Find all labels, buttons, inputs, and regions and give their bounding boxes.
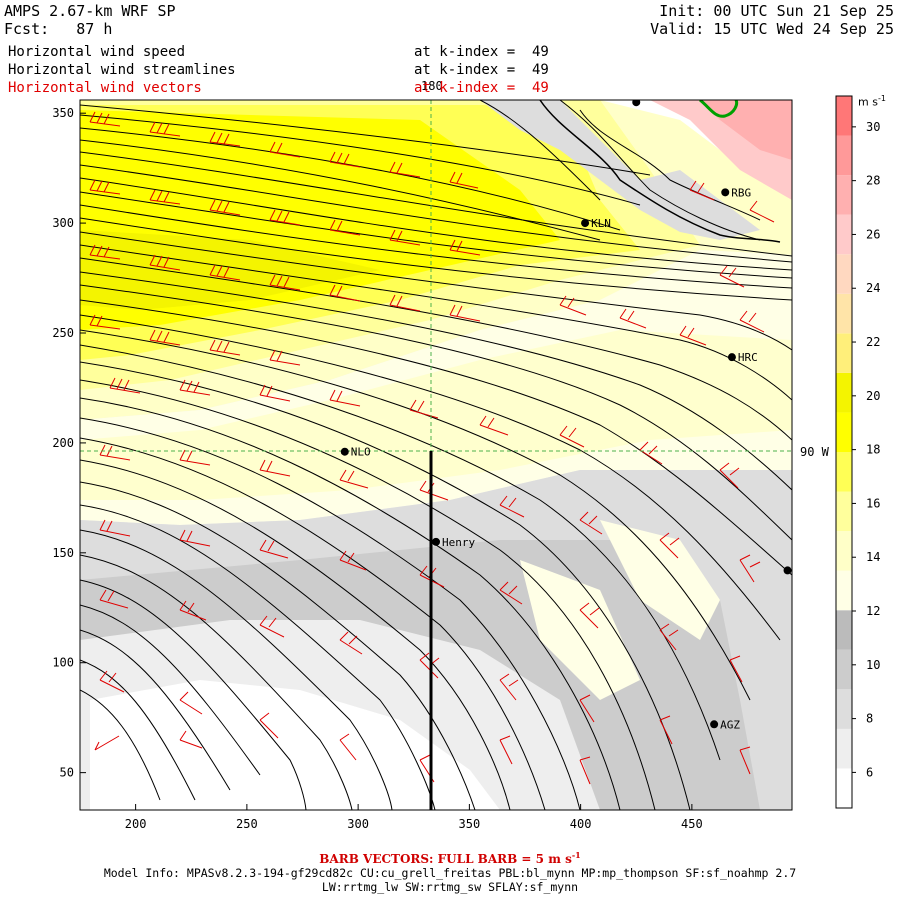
y-tick-label: 200 <box>52 436 74 450</box>
colorbar-swatch <box>836 649 852 690</box>
colorbar-swatch <box>836 214 852 255</box>
y-tick-label: 300 <box>52 216 74 230</box>
station-marker <box>721 188 730 197</box>
station-label: NLO <box>351 446 371 459</box>
meridian-label: 180 <box>421 79 443 93</box>
station-marker <box>710 720 719 729</box>
station-label: RBG <box>731 186 751 199</box>
field-level-3: at k-index = 49 <box>414 80 549 96</box>
colorbar-frame <box>835 95 853 809</box>
y-tick-label: 100 <box>52 656 74 670</box>
colorbar-swatch <box>836 491 852 532</box>
x-tick-label: 250 <box>236 817 258 831</box>
colorbar-swatch <box>836 372 852 413</box>
init-time: Init: 00 UTC Sun 21 Sep 25 <box>659 2 894 20</box>
colorbar-swatch <box>836 135 852 176</box>
y-axis: 50 100 150 200 250 300 350 <box>52 106 86 780</box>
colorbar-swatch <box>836 610 852 650</box>
x-tick-label: 200 <box>125 817 147 831</box>
y-tick-label: 150 <box>52 546 74 560</box>
colorbar-label: 26 <box>866 227 880 241</box>
colorbar-label: 24 <box>866 281 880 295</box>
parallel-label: 90 W <box>800 445 830 459</box>
station-label: HRC <box>738 351 758 364</box>
y-tick-label: 50 <box>60 766 74 780</box>
colorbar-label: 8 <box>866 712 873 726</box>
forecast-hour: Fcst: 87 h <box>4 20 113 38</box>
x-tick-label: 300 <box>347 817 369 831</box>
station-marker <box>581 219 590 228</box>
colorbar-unit: m s-1 <box>858 94 886 109</box>
model-title: AMPS 2.67-km WRF SP <box>4 2 176 20</box>
station-label: KLN <box>591 217 611 230</box>
y-tick-label: 350 <box>52 106 74 120</box>
station-marker <box>727 353 736 362</box>
colorbar-label: 16 <box>866 496 880 510</box>
model-info-physics: LW:rrtmg_lw SW:rrtmg_sw SFLAY:sf_mynn <box>321 880 579 894</box>
colorbar-label: 22 <box>866 335 880 349</box>
field-label-2: Horizontal wind streamlines <box>8 62 236 78</box>
field-label-3: Horizontal wind vectors <box>8 80 202 96</box>
colorbar-label: 10 <box>866 658 880 672</box>
x-axis: 200 250 300 350 400 450 <box>125 804 703 831</box>
colorbar-swatch <box>836 531 852 571</box>
field-label-1: Horizontal wind speed <box>8 44 186 60</box>
colorbar-swatch <box>836 728 852 769</box>
station-marker <box>340 447 349 456</box>
colorbar-swatch <box>836 333 852 373</box>
field-level-2: at k-index = 49 <box>414 62 549 78</box>
colorbar-swatch <box>836 96 852 136</box>
valid-time: Valid: 15 UTC Wed 24 Sep 25 <box>650 20 894 38</box>
x-tick-label: 450 <box>681 817 703 831</box>
colorbar-swatch <box>836 175 852 215</box>
station-label: Henry <box>442 536 475 549</box>
wind-speed-shading: RBG KLN HRC NLO Henry AGZ <box>80 100 792 810</box>
model-info: Model Info: MPASv8.2.3-194-gf29cd82c CU:… <box>103 866 797 880</box>
stations-layer: RBG KLN HRC NLO Henry AGZ <box>340 100 792 731</box>
colorbar-label: 28 <box>866 174 880 188</box>
barb-legend: BARB VECTORS: FULL BARB = 5 m s-1 <box>319 850 581 866</box>
field-level-1: at k-index = 49 <box>414 44 549 60</box>
colorbar-label: 14 <box>866 550 880 564</box>
colorbar-swatch <box>836 689 852 729</box>
station-marker <box>632 100 641 107</box>
colorbar-swatch <box>836 412 852 452</box>
colorbar-label: 12 <box>866 604 880 618</box>
colorbar-label: 30 <box>866 120 880 134</box>
colorbar-label: 18 <box>866 443 880 457</box>
station-label: AGZ <box>720 718 740 731</box>
x-tick-label: 400 <box>570 817 592 831</box>
y-tick-label: 250 <box>52 326 74 340</box>
colorbar-swatch <box>836 768 852 808</box>
station-marker <box>432 537 440 546</box>
plot-frame <box>79 99 793 811</box>
colorbar-label: 20 <box>866 389 880 403</box>
colorbar-swatch <box>836 570 852 611</box>
colorbar-swatch <box>836 293 852 334</box>
colorbar-label: 6 <box>866 765 873 779</box>
station-marker <box>783 566 792 575</box>
colorbar: 6 8 10 12 14 16 18 20 22 24 26 28 30 <box>835 95 880 809</box>
x-tick-label: 350 <box>459 817 481 831</box>
colorbar-swatch <box>836 452 852 492</box>
colorbar-swatch <box>836 254 852 294</box>
